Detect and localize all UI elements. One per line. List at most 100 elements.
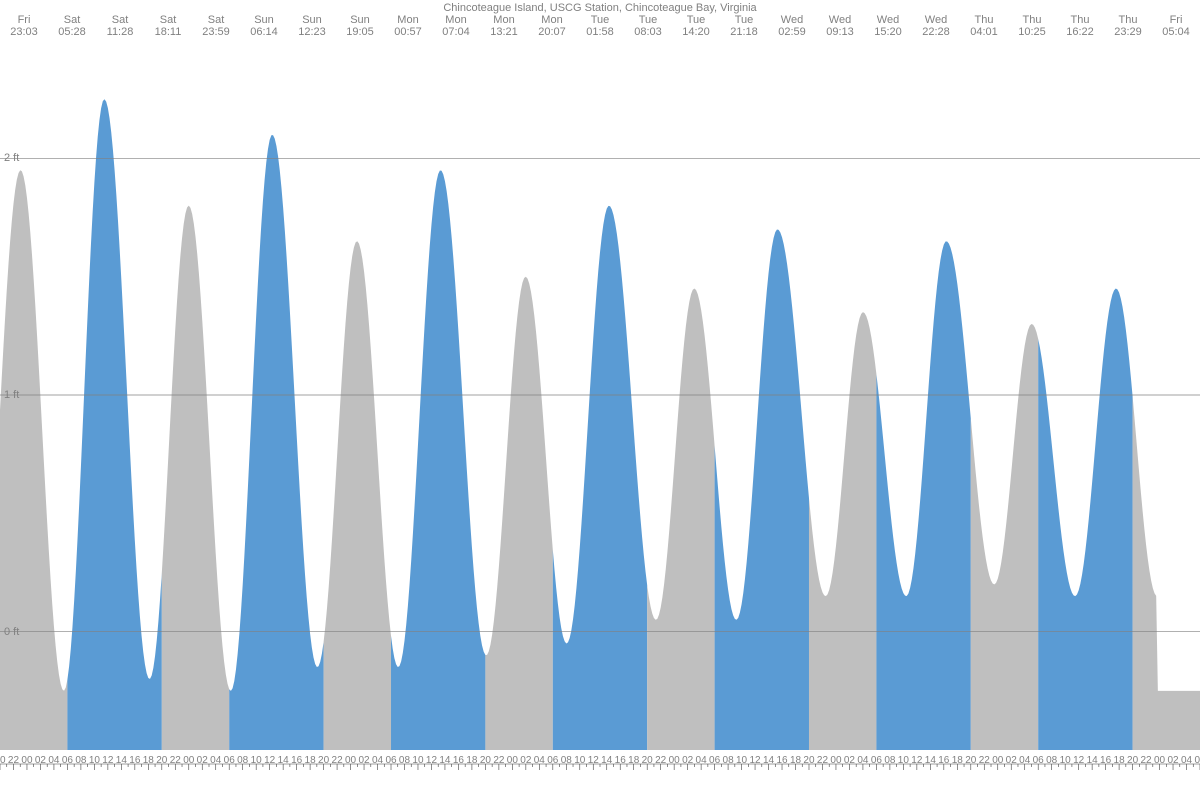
x-axis-label: 08 xyxy=(237,755,248,766)
x-axis-label: 14 xyxy=(278,755,289,766)
x-axis-label: 02 xyxy=(844,755,855,766)
tide-event-label: Thu23:29 xyxy=(1114,14,1142,38)
x-axis-label: 14 xyxy=(1087,755,1098,766)
x-axis-label: 14 xyxy=(925,755,936,766)
x-axis-label: 00 xyxy=(830,755,841,766)
tide-event-label: Sat11:28 xyxy=(107,14,134,38)
x-axis-label: 06 xyxy=(709,755,720,766)
x-axis-label: 22 xyxy=(1141,755,1152,766)
tide-event-label: Fri05:04 xyxy=(1162,14,1190,38)
x-axis-label: 04 xyxy=(534,755,545,766)
x-axis-label: 08 xyxy=(884,755,895,766)
x-axis-label: 16 xyxy=(776,755,787,766)
x-axis-label: 16 xyxy=(453,755,464,766)
tide-chart: 0 ft1 ft2 ft2022000204060810121416182022… xyxy=(0,40,1200,780)
x-axis-label: 06 xyxy=(871,755,882,766)
x-axis-label: 10 xyxy=(412,755,423,766)
x-axis-label: 12 xyxy=(1073,755,1084,766)
tide-event-label: Wed15:20 xyxy=(874,14,902,38)
y-axis-label: 0 ft xyxy=(4,626,19,638)
x-axis-label: 20 xyxy=(156,755,167,766)
x-axis-label: 04 xyxy=(1181,755,1192,766)
x-axis-label: 02 xyxy=(197,755,208,766)
x-axis-label: 00 xyxy=(345,755,356,766)
x-axis-label: 04 xyxy=(696,755,707,766)
x-axis-label: 22 xyxy=(493,755,504,766)
x-axis-label: 02 xyxy=(35,755,46,766)
tide-event-label: Sun12:23 xyxy=(298,14,326,38)
x-axis-label: 22 xyxy=(8,755,19,766)
x-axis-label: 08 xyxy=(723,755,734,766)
x-axis-label: 10 xyxy=(251,755,262,766)
x-axis-label: 10 xyxy=(736,755,747,766)
tide-event-label: Tue01:58 xyxy=(586,14,614,38)
x-axis-label: 18 xyxy=(143,755,154,766)
x-axis-label: 08 xyxy=(75,755,86,766)
x-axis-label: 22 xyxy=(655,755,666,766)
x-axis-label: 12 xyxy=(588,755,599,766)
tide-event-label: Sun19:05 xyxy=(346,14,374,38)
x-axis-label: 16 xyxy=(1100,755,1111,766)
x-axis-label: 00 xyxy=(21,755,32,766)
x-axis-label: 12 xyxy=(749,755,760,766)
tide-event-label: Mon20:07 xyxy=(538,14,566,38)
y-axis-label: 1 ft xyxy=(4,389,19,401)
x-axis-label: 14 xyxy=(763,755,774,766)
tide-event-label: Wed22:28 xyxy=(922,14,950,38)
x-axis-label: 12 xyxy=(264,755,275,766)
tide-event-label: Mon13:21 xyxy=(490,14,518,38)
x-axis-label: 04 xyxy=(48,755,59,766)
x-axis-label: 04 xyxy=(210,755,221,766)
x-axis-label: 18 xyxy=(466,755,477,766)
x-axis-label: 16 xyxy=(938,755,949,766)
tide-event-label: Sat05:28 xyxy=(58,14,86,38)
x-axis-label: 06 xyxy=(547,755,558,766)
x-axis-label: 22 xyxy=(979,755,990,766)
x-axis-label: 08 xyxy=(561,755,572,766)
tide-event-label: Sun06:14 xyxy=(250,14,278,38)
x-axis-label: 14 xyxy=(601,755,612,766)
x-axis-label: 20 xyxy=(803,755,814,766)
tide-event-label: Tue21:18 xyxy=(730,14,758,38)
x-axis-label: 02 xyxy=(682,755,693,766)
tide-event-label: Thu16:22 xyxy=(1066,14,1094,38)
x-axis-label: 18 xyxy=(952,755,963,766)
x-axis-label: 14 xyxy=(116,755,127,766)
tide-event-label: Tue14:20 xyxy=(682,14,710,38)
tide-event-label: Wed02:59 xyxy=(778,14,806,38)
x-axis-label: 12 xyxy=(426,755,437,766)
x-axis-label: 06 xyxy=(62,755,73,766)
x-axis-label: 06 xyxy=(385,755,396,766)
x-axis-label: 02 xyxy=(520,755,531,766)
x-axis-label: 22 xyxy=(170,755,181,766)
tide-event-label: Tue08:03 xyxy=(634,14,662,38)
tide-event-label: Fri23:03 xyxy=(10,14,38,38)
x-axis-label: 20 xyxy=(642,755,653,766)
x-axis-label: 16 xyxy=(129,755,140,766)
x-axis-label: 20 xyxy=(318,755,329,766)
x-axis-label: 10 xyxy=(89,755,100,766)
x-axis-label: 00 xyxy=(669,755,680,766)
top-label-row: Fri23:03 Sat05:28 Sat11:28 Sat18:11 Sat23:59… xyxy=(0,14,1200,38)
x-axis-label: 02 xyxy=(1167,755,1178,766)
tide-event-label: Wed09:13 xyxy=(826,14,854,38)
tide-event-label: Sat23:59 xyxy=(202,14,230,38)
x-axis-label: 02 xyxy=(1006,755,1017,766)
x-axis-label: 00 xyxy=(992,755,1003,766)
x-axis-label: 20 xyxy=(965,755,976,766)
x-axis-label: 18 xyxy=(305,755,316,766)
x-axis-label: 12 xyxy=(911,755,922,766)
x-axis-label: 20 xyxy=(0,755,6,766)
x-axis-label: 00 xyxy=(1154,755,1165,766)
x-axis-label: 06 xyxy=(1033,755,1044,766)
x-axis-label: 18 xyxy=(790,755,801,766)
x-axis-label: 00 xyxy=(183,755,194,766)
tide-event-label: Sat18:11 xyxy=(155,14,182,38)
x-axis-label: 10 xyxy=(574,755,585,766)
x-axis-label: 18 xyxy=(628,755,639,766)
x-axis-label: 14 xyxy=(439,755,450,766)
x-axis-label: 02 xyxy=(358,755,369,766)
x-axis-label: 16 xyxy=(615,755,626,766)
x-axis-label: 22 xyxy=(817,755,828,766)
x-axis-label: 18 xyxy=(1114,755,1125,766)
